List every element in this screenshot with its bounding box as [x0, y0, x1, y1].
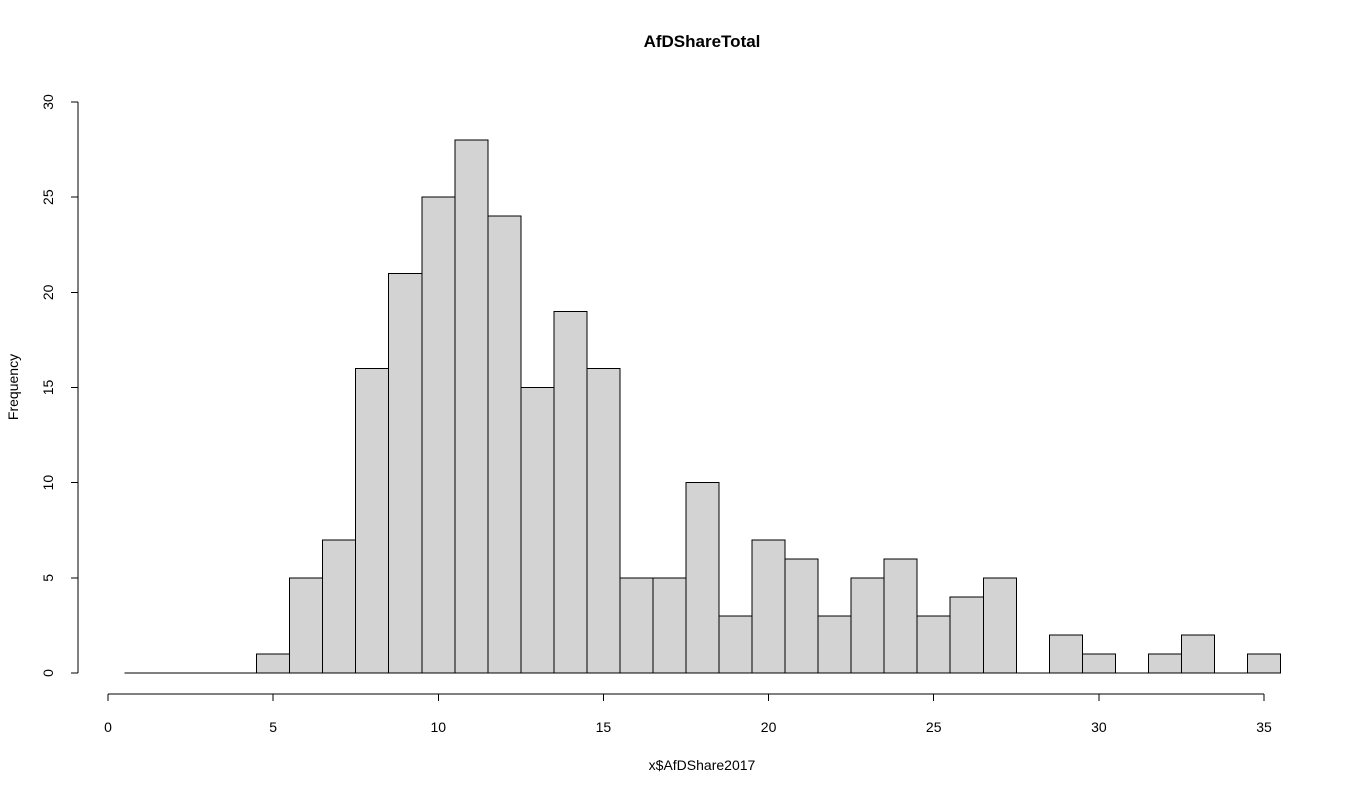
x-tick-label: 15	[596, 719, 612, 735]
histogram-bar	[718, 615, 753, 674]
y-tick-label: 15	[40, 380, 56, 396]
histogram-bar	[256, 653, 291, 674]
histogram-bar	[355, 367, 390, 674]
y-tick-label: 0	[40, 669, 56, 677]
y-tick-label: 30	[40, 94, 56, 110]
histogram-bar	[949, 596, 984, 674]
x-axis-label: x$AfDShare2017	[649, 757, 756, 773]
histogram-bar	[1081, 653, 1116, 674]
histogram-bar	[487, 215, 522, 674]
histogram-bar	[1180, 634, 1215, 674]
x-tick-label: 10	[430, 719, 446, 735]
x-axis: 0 5 10 15 20 25 30 35	[104, 693, 1272, 735]
histogram-bar	[520, 387, 555, 674]
histogram-bar	[883, 558, 918, 674]
histogram-bar	[817, 615, 852, 674]
histogram-bar	[553, 310, 588, 674]
histogram-bar	[1246, 653, 1282, 674]
histogram-bar	[454, 139, 489, 674]
y-tick-label: 5	[40, 574, 56, 582]
histogram-bar	[652, 577, 687, 674]
histogram-bar	[289, 577, 324, 674]
histogram-bar	[1048, 634, 1083, 674]
histogram-bar	[982, 577, 1017, 674]
x-tick-label: 5	[269, 719, 277, 735]
y-axis: 0 5 10 15 20 25 30	[40, 94, 79, 677]
histogram-bar	[751, 539, 786, 674]
y-tick-label: 25	[40, 189, 56, 205]
x-tick-label: 20	[761, 719, 777, 735]
x-tick-label: 0	[104, 719, 112, 735]
chart-title: AfDShareTotal	[644, 32, 761, 51]
histogram-bar	[586, 367, 621, 674]
histogram-bar	[388, 272, 423, 674]
histogram-bar	[685, 482, 720, 674]
y-tick-label: 20	[40, 284, 56, 300]
histogram-bar	[916, 615, 951, 674]
histogram-bars	[124, 139, 1282, 674]
x-tick-label: 35	[1256, 719, 1272, 735]
histogram-bar	[850, 577, 885, 674]
x-tick-label: 30	[1091, 719, 1107, 735]
histogram-bar	[421, 196, 456, 674]
histogram-bar	[784, 558, 819, 674]
y-axis-label: Frequency	[5, 354, 21, 420]
histogram-bar	[1147, 653, 1182, 674]
x-tick-label: 25	[926, 719, 942, 735]
histogram-bar	[322, 539, 357, 674]
histogram-bar	[619, 577, 654, 674]
y-tick-label: 10	[40, 475, 56, 491]
